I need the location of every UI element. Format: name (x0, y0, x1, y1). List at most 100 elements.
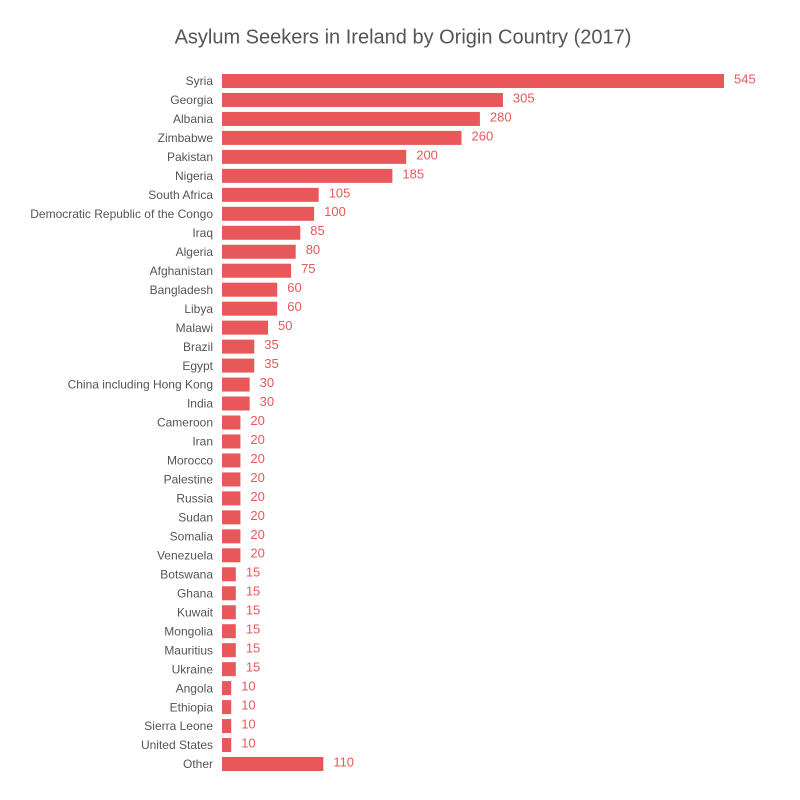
y-tick-label: Ethiopia (170, 700, 214, 714)
value-label: 85 (310, 223, 324, 238)
y-tick-label: Algeria (176, 245, 214, 259)
y-tick-label: Kuwait (177, 605, 214, 619)
bar (222, 263, 292, 278)
bar (222, 282, 278, 297)
value-label: 545 (734, 71, 756, 86)
y-tick-label: Botswana (160, 567, 213, 581)
value-label: 15 (246, 641, 260, 656)
bar (222, 187, 319, 202)
bar (222, 149, 407, 164)
bar (222, 681, 232, 696)
y-tick-label: Ukraine (172, 662, 214, 676)
y-tick-label: Morocco (167, 454, 213, 468)
value-label: 200 (416, 147, 438, 162)
bar (222, 472, 241, 487)
value-label: 20 (250, 470, 264, 485)
value-label: 20 (250, 451, 264, 466)
chart-title: Asylum Seekers in Ireland by Origin Coun… (175, 26, 632, 48)
y-tick-label: Georgia (170, 93, 213, 107)
y-tick-label: Sierra Leone (144, 719, 213, 733)
bar (222, 74, 724, 88)
y-tick-label: Libya (184, 302, 213, 316)
y-tick-label: Venezuela (157, 548, 213, 562)
bar (222, 529, 241, 544)
value-label: 80 (306, 242, 320, 257)
bar (222, 662, 236, 677)
value-label: 60 (287, 299, 301, 314)
bar (222, 301, 278, 316)
value-label: 10 (241, 735, 255, 750)
value-label: 15 (246, 584, 260, 599)
y-tick-label: Palestine (164, 473, 214, 487)
y-tick-label: Democratic Republic of the Congo (30, 207, 213, 221)
bar (222, 738, 232, 753)
value-label: 20 (250, 508, 264, 523)
bar (222, 111, 480, 126)
bar (222, 700, 232, 715)
y-tick-label: Cameroon (157, 416, 213, 430)
bar (222, 719, 232, 734)
y-tick-label: Ghana (177, 586, 213, 600)
y-tick-label: United States (141, 738, 213, 752)
y-tick-label: Sudan (178, 511, 213, 525)
bar (222, 320, 269, 335)
bar (222, 339, 255, 354)
y-tick-label: Syria (186, 74, 214, 88)
value-label: 20 (250, 489, 264, 504)
bar (222, 358, 255, 373)
value-label: 305 (513, 90, 535, 105)
y-tick-label: Zimbabwe (158, 131, 214, 145)
value-label: 20 (250, 546, 264, 561)
bar (222, 434, 241, 449)
value-label: 35 (264, 337, 278, 352)
bar (222, 491, 241, 506)
value-label: 20 (250, 432, 264, 447)
y-tick-label: Mauritius (164, 643, 213, 657)
value-label: 15 (246, 565, 260, 580)
y-tick-label: Afghanistan (150, 264, 213, 278)
y-tick-label: Pakistan (167, 150, 213, 164)
bar (222, 510, 241, 525)
bar (222, 415, 241, 430)
bar (222, 605, 236, 620)
y-tick-label: Angola (176, 681, 214, 695)
y-tick-label: India (187, 397, 213, 411)
bar (222, 586, 236, 601)
y-tick-label: Mongolia (164, 624, 213, 638)
bar (222, 244, 296, 259)
value-label: 15 (246, 622, 260, 637)
y-tick-label: Bangladesh (150, 283, 213, 297)
value-label: 260 (471, 128, 493, 143)
value-label: 30 (260, 375, 274, 390)
bar (222, 130, 462, 145)
bar (222, 168, 393, 183)
y-tick-label: Other (183, 757, 213, 771)
value-label: 20 (250, 527, 264, 542)
bar (222, 567, 236, 582)
bar (222, 624, 236, 639)
value-label: 100 (324, 204, 346, 219)
bar (222, 206, 315, 221)
y-tick-label: Iran (192, 435, 213, 449)
value-label: 15 (246, 603, 260, 618)
bar (222, 453, 241, 468)
value-label: 10 (241, 716, 255, 731)
value-label: 10 (241, 679, 255, 694)
bar (222, 757, 324, 771)
bar (222, 548, 241, 563)
y-tick-label: Russia (176, 492, 213, 506)
y-tick-label: Albania (173, 112, 213, 126)
bar (222, 225, 301, 240)
value-label: 50 (278, 318, 292, 333)
value-label: 20 (250, 413, 264, 428)
value-label: 10 (241, 698, 255, 713)
y-tick-label: Brazil (183, 340, 213, 354)
y-tick-label: Malawi (176, 321, 213, 335)
y-tick-label: Somalia (170, 530, 214, 544)
value-label: 110 (333, 754, 354, 769)
value-label: 75 (301, 261, 315, 276)
y-tick-label: Nigeria (175, 169, 213, 183)
bar (222, 396, 250, 411)
bar (222, 92, 503, 107)
